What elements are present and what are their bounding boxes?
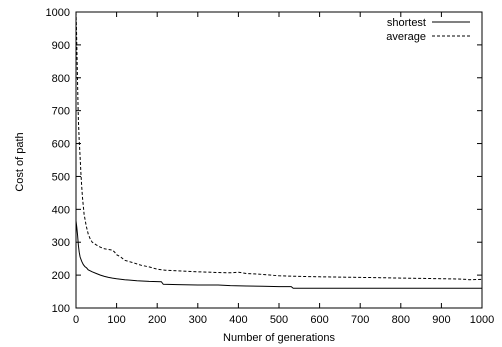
x-axis-label: Number of generations bbox=[223, 332, 335, 344]
y-tick-label: 100 bbox=[52, 303, 70, 315]
y-tick-label: 900 bbox=[52, 40, 70, 52]
y-tick-label: 700 bbox=[52, 106, 70, 118]
x-tick-label: 500 bbox=[270, 314, 288, 326]
x-tick-label: 0 bbox=[73, 314, 79, 326]
x-tick-label: 700 bbox=[351, 314, 369, 326]
x-tick-label: 200 bbox=[148, 314, 166, 326]
x-tick-label: 600 bbox=[310, 314, 328, 326]
x-tick-label: 1000 bbox=[470, 314, 494, 326]
series-line-average bbox=[75, 11, 483, 281]
x-tick-label: 100 bbox=[107, 314, 125, 326]
y-tick-label: 400 bbox=[52, 204, 70, 216]
x-tick-label: 400 bbox=[229, 314, 247, 326]
y-tick-label: 200 bbox=[52, 270, 70, 282]
x-tick-label: 800 bbox=[392, 314, 410, 326]
y-tick-label: 300 bbox=[52, 237, 70, 249]
y-tick-label: 1000 bbox=[46, 7, 70, 19]
legend: shortest average bbox=[386, 17, 470, 43]
legend-label-shortest: shortest bbox=[387, 17, 426, 29]
series-line-shortest bbox=[75, 220, 482, 289]
y-tick-label: 500 bbox=[52, 171, 70, 183]
y-axis-label: Cost of path bbox=[14, 132, 26, 191]
y-tick-label: 600 bbox=[52, 139, 70, 151]
y-tick-label: 800 bbox=[52, 73, 70, 85]
x-tick-label: 900 bbox=[432, 314, 450, 326]
legend-label-average: average bbox=[386, 31, 426, 43]
x-tick-label: 300 bbox=[189, 314, 207, 326]
